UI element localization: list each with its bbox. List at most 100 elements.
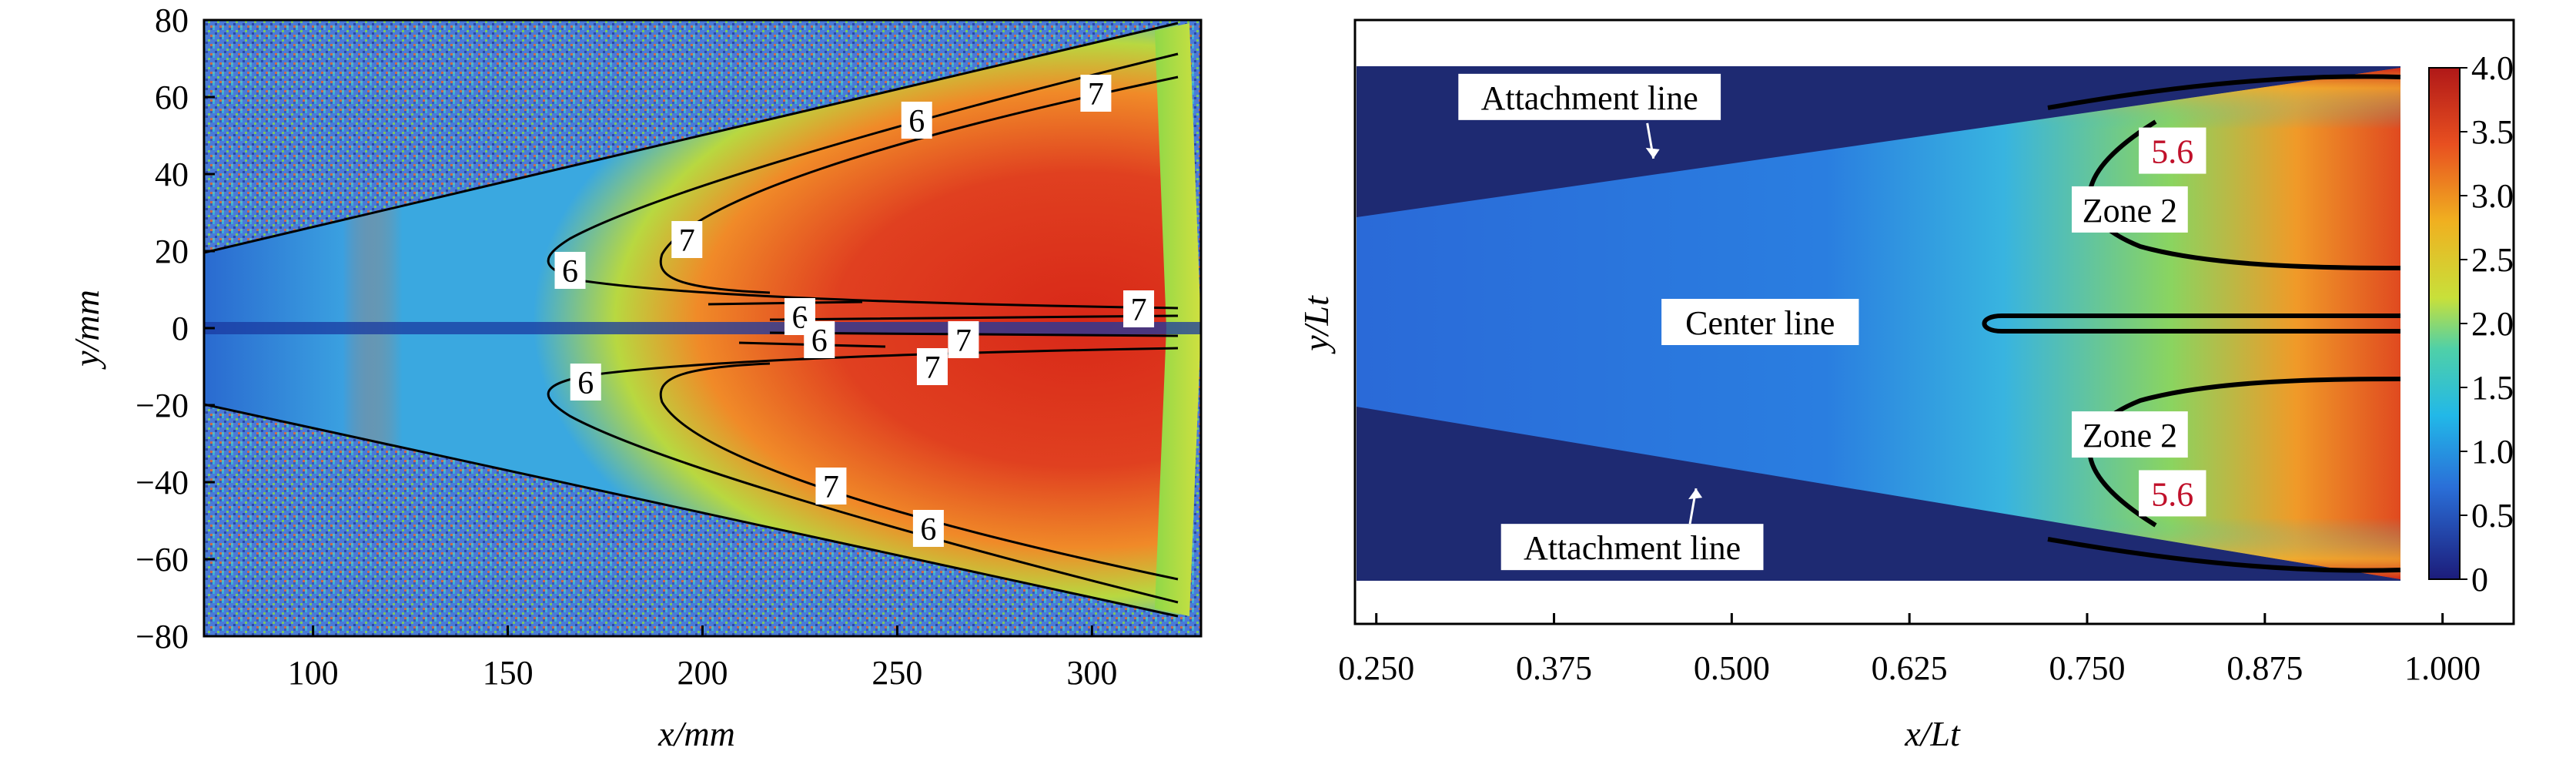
contour-label-text: 6: [577, 366, 594, 401]
contour-label-text: 7: [924, 350, 940, 386]
annotation-arrowhead: [1645, 147, 1660, 159]
left-center-strip: [204, 322, 1201, 334]
right-contours: [1982, 74, 2401, 573]
colorbar-tick-label: 3.0: [2471, 177, 2514, 215]
colorbar-tick-label: 1.5: [2471, 369, 2514, 407]
right-annotation: 5.6: [2139, 470, 2206, 517]
left-y-tick-label: −80: [135, 618, 189, 655]
left-x-axis-label: x/mm: [657, 714, 735, 753]
left-wedge: [204, 23, 1201, 616]
annotation-text: Attachment line: [1524, 529, 1741, 567]
right-axes: 0.250 0.375 0.500 0.625 0.750 0.875 1.000: [1338, 613, 2481, 687]
right-annotation: Zone 2: [2072, 186, 2188, 233]
left-y-tick-label: 40: [155, 156, 189, 193]
annotation-text: 5.6: [2151, 133, 2193, 171]
colorbar-tick-label: 0: [2471, 561, 2488, 598]
colorbar: [2428, 67, 2461, 580]
annotation-text: Center line: [1685, 304, 1835, 342]
left-x-tick-label: 200: [677, 654, 728, 692]
contour-label-box: [815, 468, 847, 505]
right-annotations: Attachment line 5.6 Zone 2 Center line Zone …: [1458, 73, 2206, 571]
contour-label-box: [912, 510, 944, 547]
right-x-tick-label: 0.625: [1872, 649, 1948, 687]
annotation-box: [1458, 73, 1721, 120]
contour-label-text: 6: [920, 512, 936, 548]
right-chart: 4.0 3.5 3.0 2.5 2.0 1.5 1.0 0.5 0 Attachment lin…: [1296, 18, 2515, 753]
left-contour-label: 6: [554, 252, 586, 290]
left-y-tick-label: 20: [155, 233, 189, 270]
colorbar-ticks: 4.0 3.5 3.0 2.5 2.0 1.5 1.0 0.5 0: [2460, 49, 2514, 598]
annotation-text: 5.6: [2151, 475, 2193, 513]
right-x-axis-label: x/Lt: [1904, 714, 1961, 753]
left-contour-label: 7: [671, 221, 703, 259]
left-y-tick-label: 80: [155, 2, 189, 39]
colorbar-tick-label: 2.0: [2471, 305, 2514, 343]
left-x-tick-label: 300: [1066, 654, 1117, 692]
annotation-text: Zone 2: [2083, 417, 2177, 454]
colorbar-tick-label: 0.5: [2471, 497, 2514, 535]
left-trailing-edge: [1155, 23, 1201, 616]
left-contour-label: 7: [948, 321, 979, 359]
contour-label-box: [671, 221, 703, 258]
annotation-box: [2139, 127, 2206, 174]
right-annotation: Attachment line: [1500, 488, 1764, 571]
annotation-box: [2139, 470, 2206, 517]
right-annotation: 5.6: [2139, 127, 2206, 174]
colorbar-tick-label: 2.5: [2471, 241, 2514, 279]
left-y-tick-label: 0: [172, 310, 189, 347]
contour-label-box: [570, 364, 601, 401]
contour-label-box: [901, 102, 932, 139]
left-x-tick-label: 250: [871, 654, 922, 692]
annotation-text: Attachment line: [1481, 79, 1698, 117]
right-x-tick-label: 0.375: [1516, 649, 1592, 687]
right-x-tick-label: 0.250: [1338, 649, 1414, 687]
annotation-box: [1661, 299, 1859, 345]
contour-label-box: [1123, 290, 1155, 327]
left-y-tick-label: −40: [135, 464, 189, 501]
right-x-tick-label: 0.750: [2049, 649, 2126, 687]
contour-label-text: 6: [908, 104, 925, 139]
contour-label-text: 7: [955, 324, 972, 359]
contour-label-text: 6: [811, 324, 828, 359]
right-x-tick-label: 1.000: [2404, 649, 2481, 687]
right-y-axis-label: y/Lt: [1296, 295, 1336, 354]
contour-label-box: [804, 321, 835, 358]
annotation-box: [1500, 524, 1764, 571]
contour-label-text: 7: [823, 470, 839, 505]
annotation-box: [2072, 186, 2188, 233]
left-y-tick-label: −60: [135, 541, 189, 578]
left-contour-label: 6: [570, 364, 601, 401]
colorbar-tick-label: 1.0: [2471, 433, 2514, 471]
left-contour-label: 6: [804, 321, 835, 359]
annotation-arrowhead: [1688, 488, 1703, 500]
left-y-tick-label: −20: [135, 387, 189, 424]
left-contour-label: 7: [815, 468, 847, 505]
right-x-tick-label: 0.875: [2226, 649, 2303, 687]
contour-label-text: 6: [562, 254, 578, 290]
left-x-tick-label: 100: [288, 654, 339, 692]
right-x-tick-label: 0.500: [1694, 649, 1770, 687]
left-contour-label: 7: [916, 348, 948, 386]
contour-label-box: [948, 321, 979, 358]
contour-label-text: 7: [1088, 77, 1104, 112]
colorbar-tick-label: 3.5: [2471, 113, 2514, 151]
annotation-text: Zone 2: [2083, 192, 2177, 230]
contour-label-text: 7: [679, 223, 695, 259]
contour-label-text: 6: [791, 300, 808, 336]
right-annotation: Center line: [1661, 299, 1859, 345]
left-x-tick-label: 150: [483, 654, 534, 692]
colorbar-tick-label: 4.0: [2471, 49, 2514, 87]
contour-label-box: [554, 252, 586, 289]
contour-label-text: 7: [1131, 293, 1147, 328]
left-contour-label: 6: [901, 102, 932, 139]
annotation-box: [2072, 411, 2188, 458]
contour-label-box: [1080, 75, 1112, 112]
left-y-axis-label: y/mm: [67, 290, 106, 370]
left-contour-label: 6: [912, 510, 944, 548]
left-y-tick-label: 60: [155, 79, 189, 116]
left-contour-label: 7: [1123, 290, 1155, 328]
